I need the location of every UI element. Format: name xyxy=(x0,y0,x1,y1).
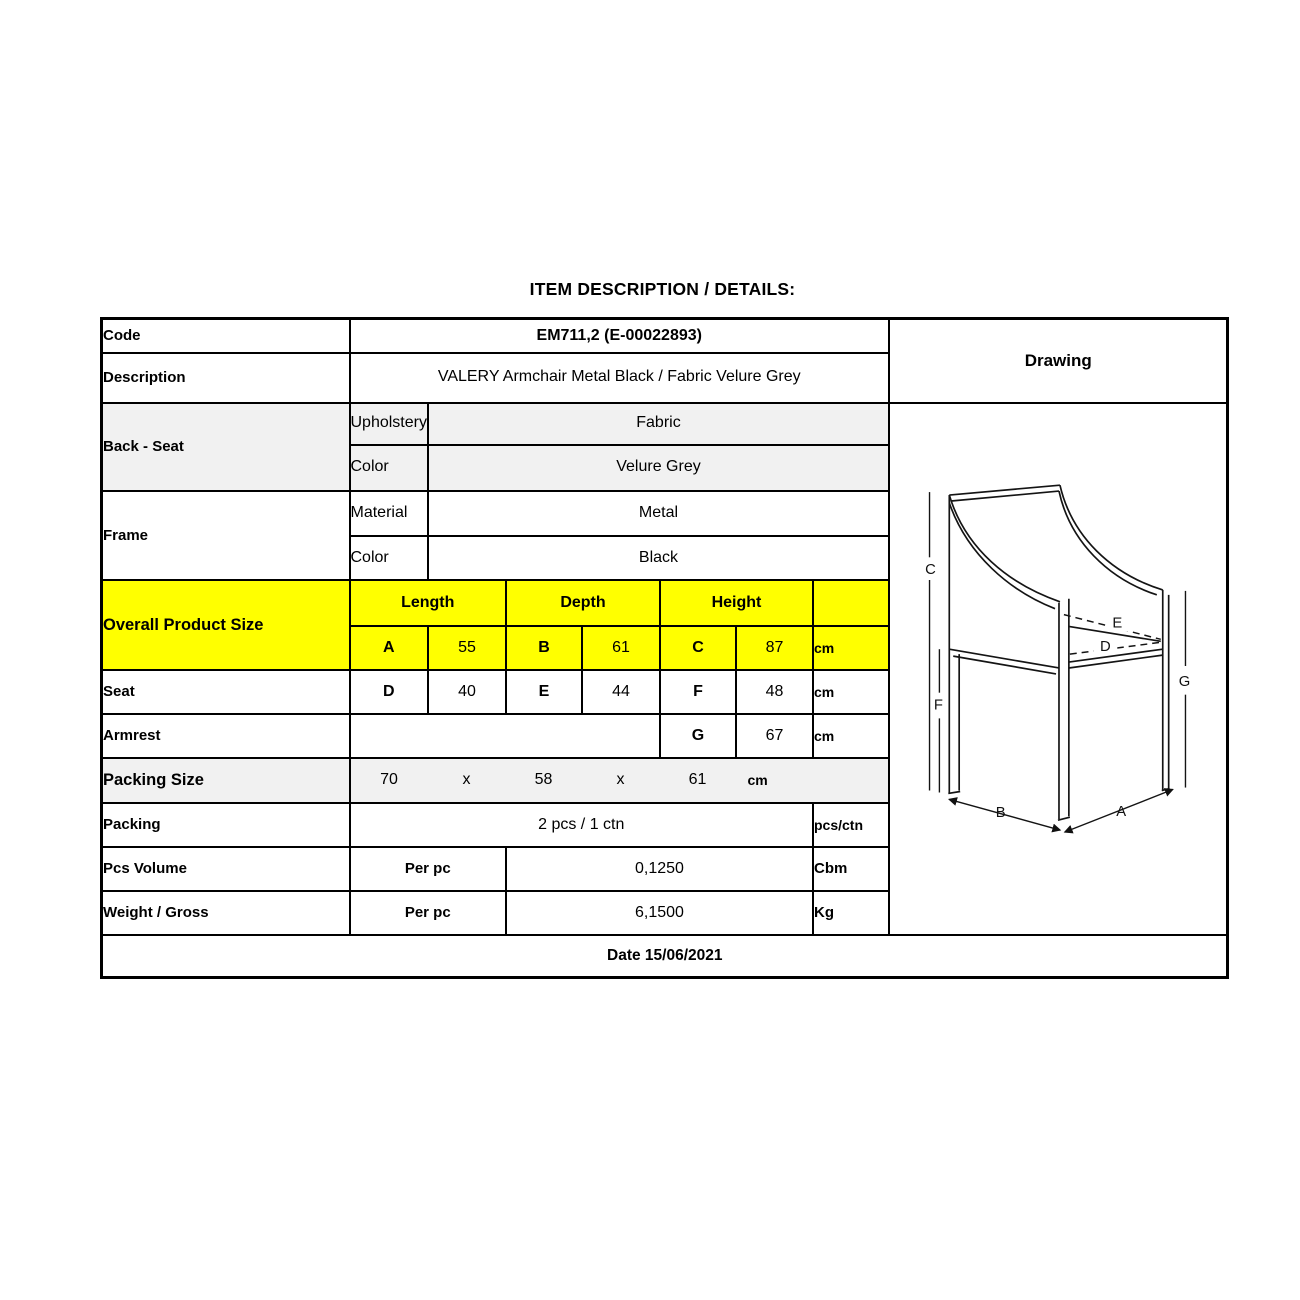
packing-size-x2: x xyxy=(616,771,625,789)
row-size-headers: Overall Product Size Length Depth Height xyxy=(100,579,1228,671)
row-packing: Packing 2 pcs / 1 ctn pcs/ctn xyxy=(100,801,1228,848)
drawing-header: Drawing xyxy=(887,317,1229,404)
weight-gross-basis: Per pc xyxy=(348,889,507,936)
dim-b-key: B xyxy=(504,624,583,671)
dim-label-d: D xyxy=(1100,639,1111,655)
frame-color-label: Color xyxy=(348,535,429,582)
dim-label-a: A xyxy=(1116,804,1126,820)
row-back-seat-color: Color Velure Grey xyxy=(102,443,1228,492)
description-label: Description xyxy=(100,351,351,404)
drawing-cell: C F G E D B A xyxy=(887,401,1229,936)
dim-d-value: 40 xyxy=(426,668,507,715)
code-value: EM711,2 (E-00022893) xyxy=(348,317,890,354)
seat-unit: cm xyxy=(811,668,890,715)
pcs-volume-value: 0,1250 xyxy=(504,845,814,892)
row-frame-material: Frame Material Metal xyxy=(100,489,1228,582)
packing-size-unit: cm xyxy=(747,772,768,789)
dim-label-g: G xyxy=(1179,673,1191,689)
row-frame-color: Color Black xyxy=(102,535,1228,582)
dash-line-d xyxy=(1069,641,1161,655)
weight-gross-unit: Kg xyxy=(811,889,890,936)
chair-drawing: C F G E D B A xyxy=(925,483,1190,833)
packing-size-values: 70 x 58 x 61 cm xyxy=(348,756,890,804)
armrest-empty-cell xyxy=(348,712,661,759)
packing-unit: pcs/ctn xyxy=(811,801,890,848)
packing-size-label: Packing Size xyxy=(100,756,351,804)
row-description: Description VALERY Armchair Metal Black … xyxy=(100,351,1228,404)
date-cell: Date 15/06/2021 xyxy=(100,933,1229,979)
dim-arrow-b xyxy=(947,796,1062,832)
dim-b-value: 61 xyxy=(580,624,661,671)
row-pcs-volume: Pcs Volume Per pc 0,1250 Cbm xyxy=(100,845,1228,892)
upholstery-value: Fabric xyxy=(426,401,890,446)
weight-gross-label: Weight / Gross xyxy=(100,889,351,936)
back-seat-color-value: Velure Grey xyxy=(426,443,890,492)
size-header-unit-spacer xyxy=(811,579,890,627)
packing-size-height: 61 xyxy=(688,771,707,789)
dim-f-key: F xyxy=(658,668,737,715)
dimension-letters: C F G E D B A xyxy=(925,562,1190,821)
back-seat-color-label: Color xyxy=(348,443,429,492)
dim-label-b: B xyxy=(996,805,1006,821)
pcs-volume-unit: Cbm xyxy=(811,845,890,892)
frame-material-label: Material xyxy=(348,489,429,538)
dim-label-e: E xyxy=(1112,615,1122,631)
dim-arrow-a xyxy=(1063,787,1174,833)
armrest-unit: cm xyxy=(811,712,890,759)
size-header-height: Height xyxy=(658,579,814,627)
packing-label: Packing xyxy=(100,801,351,848)
code-label: Code xyxy=(100,317,351,354)
page-title: ITEM DESCRIPTION / DETAILS: xyxy=(529,279,796,299)
description-value: VALERY Armchair Metal Black / Fabric Vel… xyxy=(348,351,890,404)
row-upholstery: Back - Seat Upholstery Fabric xyxy=(100,401,1229,936)
row-armrest: Armrest G 67 cm xyxy=(100,712,1228,759)
dim-e-key: E xyxy=(504,668,583,715)
overall-size-label: Overall Product Size xyxy=(100,579,351,671)
dim-c-key: C xyxy=(658,624,737,671)
dim-e-value: 44 xyxy=(580,668,661,715)
dim-label-f: F xyxy=(934,697,943,713)
dim-d-key: D xyxy=(348,668,429,715)
packing-size-length: 70 xyxy=(380,771,398,789)
armrest-label: Armrest xyxy=(100,712,351,759)
spec-table: Code EM711,2 (E-00022893) Drawing Descri… xyxy=(100,317,1230,980)
weight-gross-value: 6,1500 xyxy=(504,889,814,936)
dim-g-key: G xyxy=(658,712,737,759)
size-header-length: Length xyxy=(348,579,507,627)
pcs-volume-basis: Per pc xyxy=(348,845,507,892)
pcs-volume-label: Pcs Volume xyxy=(100,845,351,892)
row-date: Date 15/06/2021 xyxy=(100,933,1229,979)
dim-a-value: 55 xyxy=(426,624,507,671)
frame-label: Frame xyxy=(100,489,351,582)
row-weight-gross: Weight / Gross Per pc 6,1500 Kg xyxy=(100,889,1228,936)
frame-material-value: Metal xyxy=(426,489,890,538)
packing-size-x1: x xyxy=(462,771,471,789)
seat-label: Seat xyxy=(100,668,351,715)
row-code: Code EM711,2 (E-00022893) Drawing xyxy=(100,317,1229,404)
chair-outline xyxy=(948,483,1170,821)
dim-c-value: 87 xyxy=(734,624,814,671)
back-seat-label: Back - Seat xyxy=(100,401,351,492)
packing-size-depth: 58 xyxy=(534,771,553,789)
upholstery-label: Upholstery xyxy=(348,401,429,446)
size-header-depth: Depth xyxy=(504,579,661,627)
packing-value: 2 pcs / 1 ctn xyxy=(348,801,814,848)
overall-size-unit: cm xyxy=(811,624,890,671)
dim-f-value: 48 xyxy=(734,668,814,715)
label-patches xyxy=(986,612,1136,821)
row-size-values: A 55 B 61 C 87 cm xyxy=(102,624,1228,671)
row-packing-size: Packing Size 70 x 58 x 61 cm xyxy=(100,756,1228,804)
frame-color-value: Black xyxy=(426,535,890,582)
dim-g-value: 67 xyxy=(734,712,814,759)
dim-label-c: C xyxy=(925,562,936,578)
row-seat: Seat D 40 E 44 F 48 cm xyxy=(100,668,1228,715)
dimension-lines xyxy=(928,491,1187,833)
dim-a-key: A xyxy=(348,624,429,671)
